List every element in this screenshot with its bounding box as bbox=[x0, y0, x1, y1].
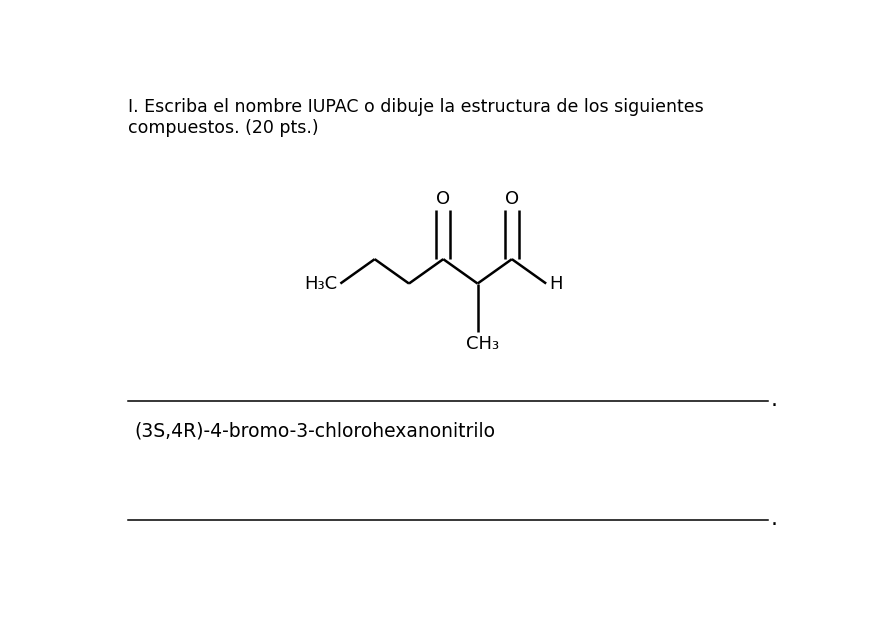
Text: O: O bbox=[436, 190, 450, 208]
Text: H₃C: H₃C bbox=[304, 275, 337, 292]
Text: O: O bbox=[504, 190, 519, 208]
Text: CH₃: CH₃ bbox=[466, 335, 499, 353]
Text: (3S,4R)-4-bromo-3-chlorohexanonitrilo: (3S,4R)-4-bromo-3-chlorohexanonitrilo bbox=[135, 422, 496, 441]
Text: .: . bbox=[771, 390, 778, 410]
Text: I. Escriba el nombre IUPAC o dibuje la estructura de los siguientes
compuestos. : I. Escriba el nombre IUPAC o dibuje la e… bbox=[127, 98, 704, 137]
Text: .: . bbox=[771, 509, 778, 529]
Text: H: H bbox=[550, 275, 563, 292]
